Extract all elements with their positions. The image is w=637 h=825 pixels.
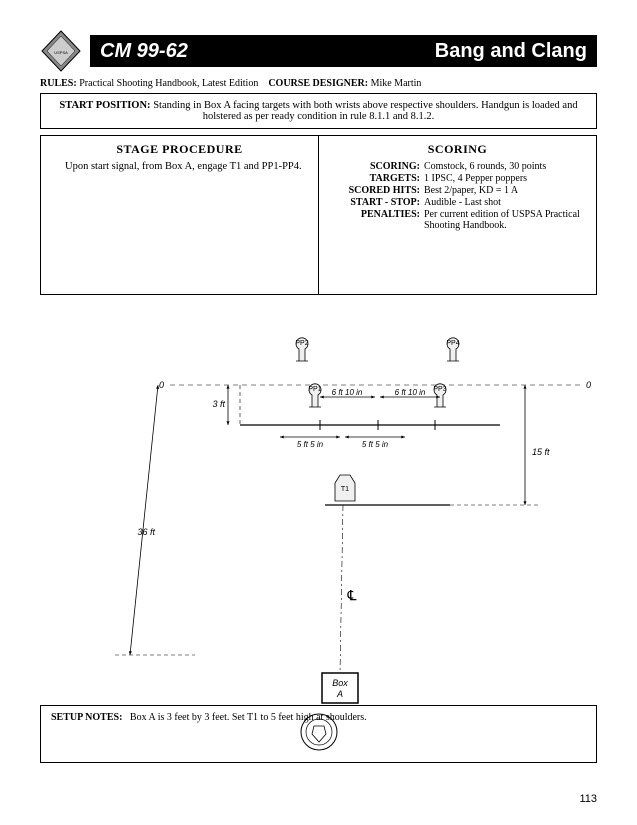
scoring-row-label: PENALTIES:	[329, 209, 424, 231]
title-bar: USPSA CM 99-62 Bang and Clang	[40, 30, 597, 72]
svg-text:36 ft: 36 ft	[137, 527, 155, 537]
rules-value: Practical Shooting Handbook, Latest Edit…	[79, 78, 258, 89]
stage-procedure-heading: STAGE PROCEDURE	[51, 142, 308, 157]
svg-text:15 ft: 15 ft	[532, 447, 550, 457]
page-number: 113	[579, 793, 597, 805]
meta-row: RULES: Practical Shooting Handbook, Late…	[40, 78, 597, 89]
svg-text:USPSA: USPSA	[54, 50, 68, 55]
scoring-row-label: TARGETS:	[329, 173, 424, 184]
scoring-row: START - STOP:Audible - Last shot	[329, 197, 586, 208]
svg-text:0: 0	[159, 380, 164, 390]
scoring-row-value: Audible - Last shot	[424, 197, 586, 208]
stage-diagram: 0 0 PP1 PP2 PP3 PP4 T1 3 ft 6 ft 10 in 6 ft 10 in…	[40, 305, 597, 705]
designer-label: COURSE DESIGNER:	[268, 78, 368, 89]
scoring-row: PENALTIES:Per current edition of USPSA P…	[329, 209, 586, 231]
scoring-row: SCORING:Comstock, 6 rounds, 30 points	[329, 161, 586, 172]
svg-text:PP2: PP2	[295, 340, 308, 347]
procedure-scoring-box: STAGE PROCEDURE Upon start signal, from …	[40, 135, 597, 295]
svg-text:℄: ℄	[347, 589, 357, 604]
svg-text:5 ft 5 in: 5 ft 5 in	[362, 440, 389, 449]
svg-text:A: A	[336, 689, 343, 699]
start-position-box: START POSITION: Standing in Box A facing…	[40, 93, 597, 129]
seal-icon	[299, 712, 339, 752]
scoring-heading: SCORING	[329, 142, 586, 157]
setup-notes-box: SETUP NOTES: Box A is 3 feet by 3 feet. …	[40, 705, 597, 763]
svg-text:5 ft 5 in: 5 ft 5 in	[297, 440, 324, 449]
designer-value: Mike Martin	[371, 78, 422, 89]
scoring-row-value: Per current edition of USPSA Practical S…	[424, 209, 586, 231]
svg-text:6 ft 10 in: 6 ft 10 in	[395, 388, 426, 397]
stage-procedure-body: Upon start signal, from Box A, engage T1…	[51, 161, 308, 172]
scoring-row: SCORED HITS:Best 2/paper, KD = 1 A	[329, 185, 586, 196]
svg-text:0: 0	[586, 380, 591, 390]
svg-text:T1: T1	[341, 486, 349, 493]
svg-text:PP4: PP4	[446, 340, 459, 347]
scoring-row-value: Comstock, 6 rounds, 30 points	[424, 161, 586, 172]
start-position-text: Standing in Box A facing targets with bo…	[153, 100, 577, 122]
scoring-row-label: SCORING:	[329, 161, 424, 172]
svg-text:PP3: PP3	[433, 386, 446, 393]
scoring-row-value: Best 2/paper, KD = 1 A	[424, 185, 586, 196]
rules-label: RULES:	[40, 78, 77, 89]
scoring-row-label: SCORED HITS:	[329, 185, 424, 196]
course-code: CM 99-62	[100, 40, 188, 63]
scoring-row-value: 1 IPSC, 4 Pepper poppers	[424, 173, 586, 184]
svg-text:PP1: PP1	[308, 386, 321, 393]
svg-text:3 ft: 3 ft	[212, 399, 225, 409]
setup-notes-label: SETUP NOTES:	[51, 712, 122, 723]
start-position-label: START POSITION:	[59, 100, 150, 111]
scoring-row-label: START - STOP:	[329, 197, 424, 208]
scoring-table: SCORING:Comstock, 6 rounds, 30 pointsTAR…	[329, 161, 586, 231]
svg-text:6 ft 10 in: 6 ft 10 in	[332, 388, 363, 397]
uspsa-logo-icon: USPSA	[40, 30, 82, 72]
course-name: Bang and Clang	[435, 40, 587, 63]
scoring-row: TARGETS:1 IPSC, 4 Pepper poppers	[329, 173, 586, 184]
svg-text:Box: Box	[332, 678, 348, 688]
